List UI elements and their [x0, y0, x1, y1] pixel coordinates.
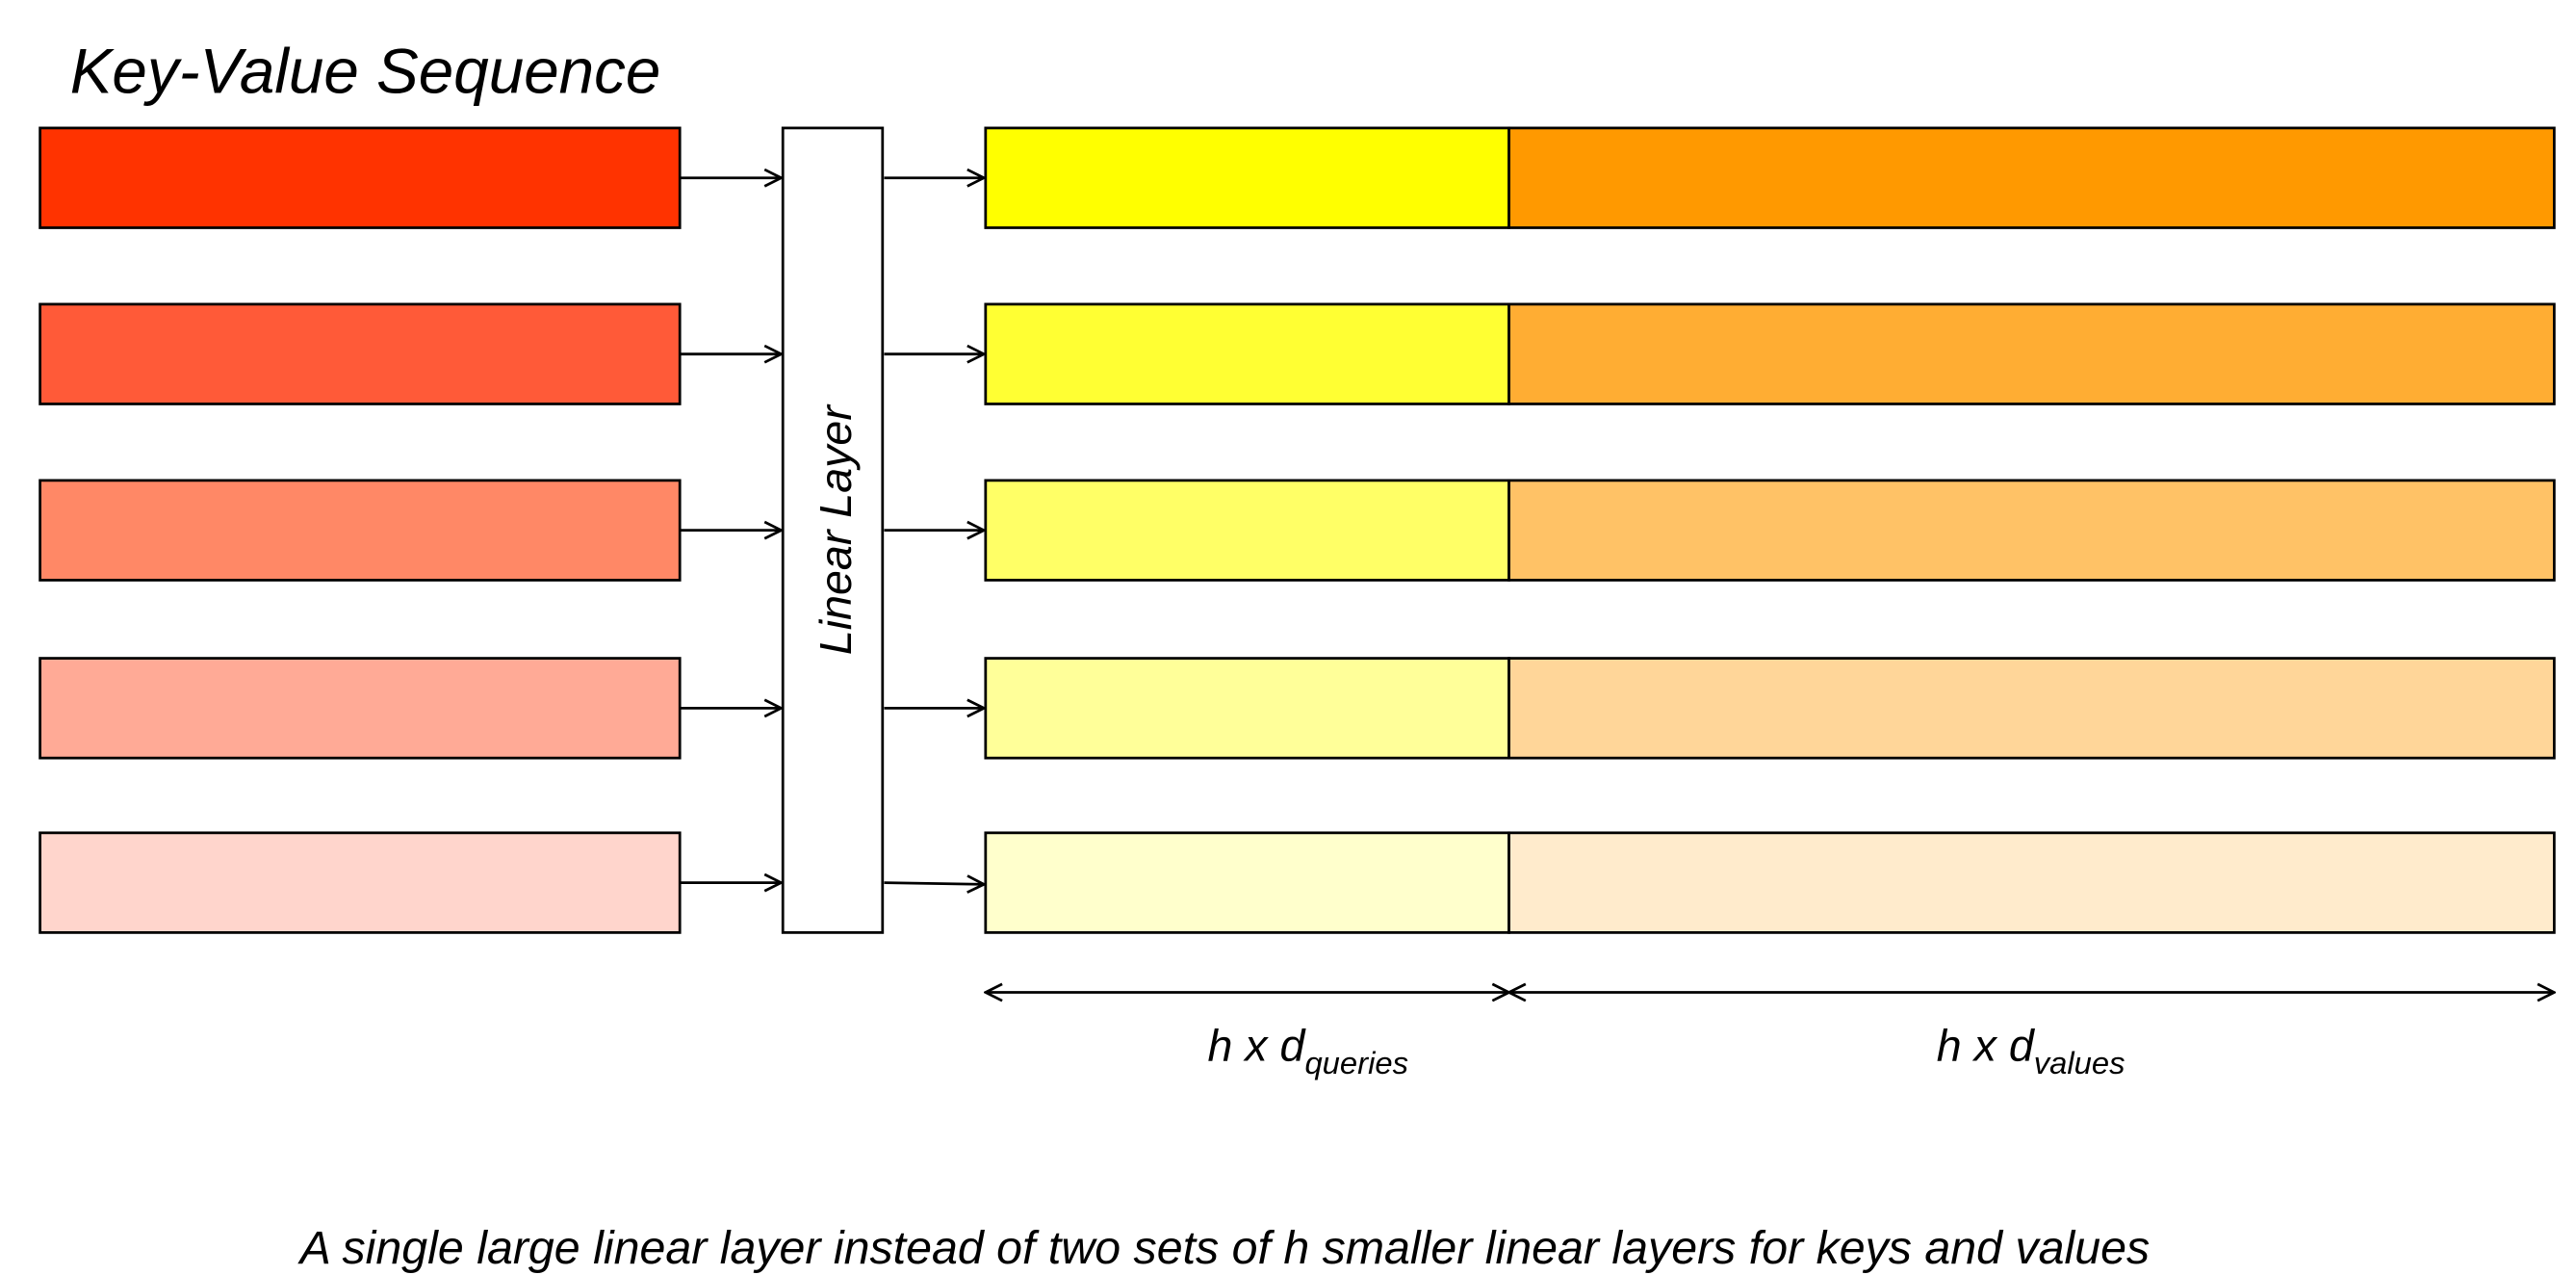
- dimension-subscript: values: [2034, 1045, 2125, 1080]
- input-vector: [39, 831, 682, 934]
- arrow: [884, 883, 985, 885]
- title: Key-Value Sequence: [70, 37, 661, 107]
- dimension-label: h x dvalues: [1937, 1020, 2125, 1080]
- caption: A single large linear layer instead of t…: [297, 1222, 2151, 1274]
- linear-layer-box: [781, 126, 885, 934]
- linear-layer-label: Linear Layer: [811, 403, 861, 656]
- value-part: [1507, 479, 2556, 582]
- value-part: [1507, 126, 2556, 229]
- dimension-label: h x dqueries: [1207, 1020, 1408, 1080]
- input-vector: [39, 657, 682, 760]
- input-vector: [39, 126, 682, 229]
- value-part: [1507, 302, 2556, 405]
- query-part: [984, 831, 1510, 934]
- query-part: [984, 126, 1510, 229]
- input-vector: [39, 302, 682, 405]
- dimension-subscript: queries: [1304, 1045, 1408, 1080]
- dimension-base: h x d: [1207, 1020, 1306, 1070]
- dimension-base: h x d: [1937, 1020, 2036, 1070]
- query-part: [984, 479, 1510, 582]
- value-part: [1507, 657, 2556, 760]
- query-part: [984, 302, 1510, 405]
- input-vector: [39, 479, 682, 582]
- rows: [39, 126, 2556, 934]
- value-part: [1507, 831, 2556, 934]
- query-part: [984, 657, 1510, 760]
